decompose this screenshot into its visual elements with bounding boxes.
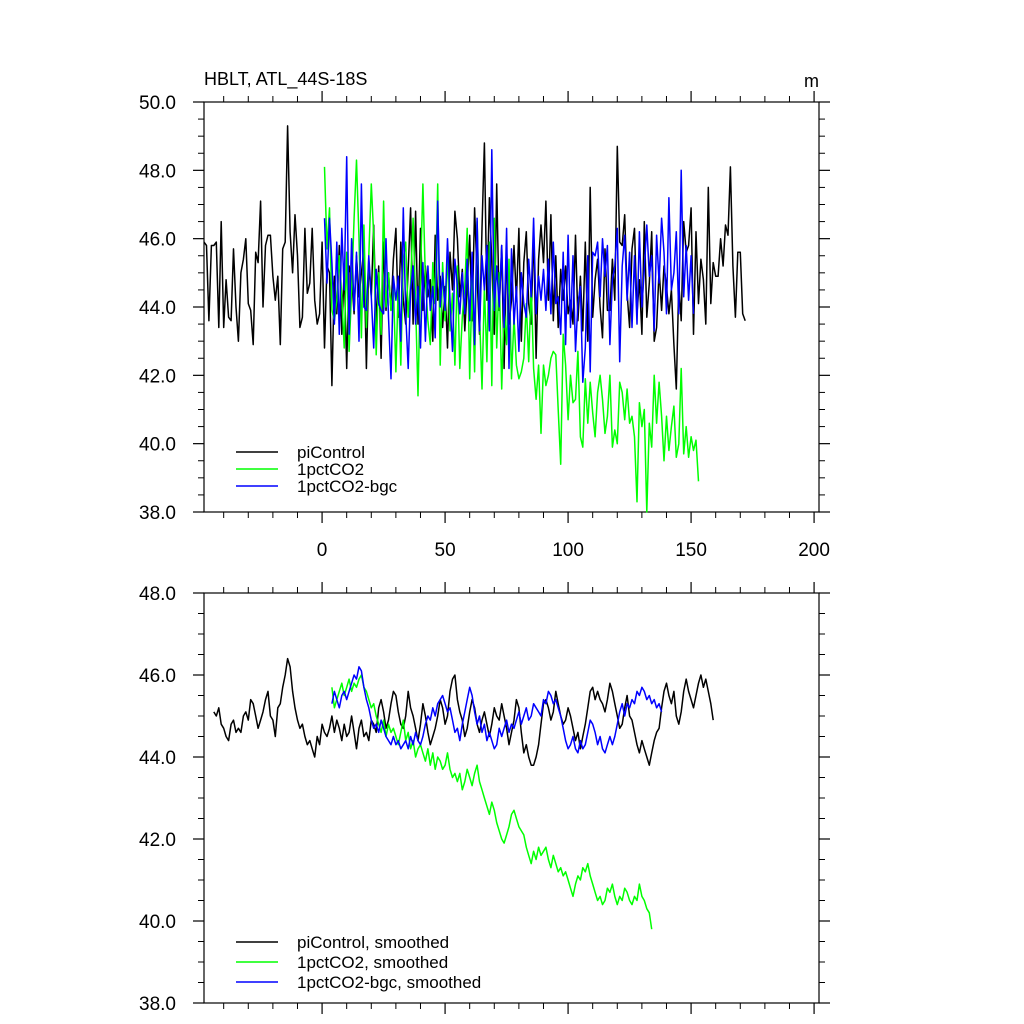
y-tick-label: 46.0 xyxy=(139,230,176,251)
legend-label: 1pctCO2-bgc xyxy=(297,477,398,496)
top-axes: 0 50 100 150 200 38.0 40.0 42.0 44.0 46.0 48.0 50.0 xyxy=(139,91,830,561)
y-tick-label: 40.0 xyxy=(139,912,176,933)
top-series-lines xyxy=(203,125,746,513)
series-line-picontrol xyxy=(203,125,746,390)
y-tick-label: 40.0 xyxy=(139,435,176,456)
legend-label: piControl xyxy=(297,443,365,462)
series-line-1pctco2 xyxy=(323,159,700,513)
units-label: m xyxy=(804,71,819,91)
y-tick-label: 38.0 xyxy=(139,994,176,1015)
y-tick-label: 42.0 xyxy=(139,366,176,387)
bottom-panel: 38.0 40.0 42.0 44.0 46.0 48.0 piControl, smoo… xyxy=(139,582,830,1015)
y-tick-label: 46.0 xyxy=(139,666,176,687)
legend-label: 1pctCO2-bgc, smoothed xyxy=(297,973,481,992)
legend-label: 1pctCO2, smoothed xyxy=(297,953,448,972)
top-panel: HBLT, ATL_44S-18S m 0 50 100 150 200 38.0 40.0… xyxy=(139,69,830,561)
bottom-axes: 38.0 40.0 42.0 44.0 46.0 48.0 xyxy=(139,582,830,1015)
y-tick-label: 42.0 xyxy=(139,830,176,851)
x-tick-label: 150 xyxy=(675,540,707,561)
x-tick-label: 200 xyxy=(798,540,830,561)
chart-title: HBLT, ATL_44S-18S xyxy=(204,69,367,90)
series-line-1pctco2-smoothed xyxy=(331,674,653,930)
series-line-picontrol-smoothed xyxy=(213,657,714,766)
y-tick-label: 38.0 xyxy=(139,503,176,524)
y-tick-label: 44.0 xyxy=(139,298,176,319)
y-tick-label: 50.0 xyxy=(139,93,176,114)
y-tick-label: 48.0 xyxy=(139,584,176,605)
x-tick-label: 0 xyxy=(317,540,328,561)
legend-label: 1pctCO2 xyxy=(297,460,364,479)
x-tick-label: 100 xyxy=(552,540,584,561)
legend-label: piControl, smoothed xyxy=(297,933,449,952)
series-line-1pctco2-bgc xyxy=(323,149,695,383)
y-tick-label: 44.0 xyxy=(139,748,176,769)
series-line-1pctco2-bgc-smoothed xyxy=(331,666,663,754)
y-tick-label: 48.0 xyxy=(139,161,176,182)
x-tick-label: 50 xyxy=(435,540,456,561)
bottom-series-lines xyxy=(213,657,714,930)
